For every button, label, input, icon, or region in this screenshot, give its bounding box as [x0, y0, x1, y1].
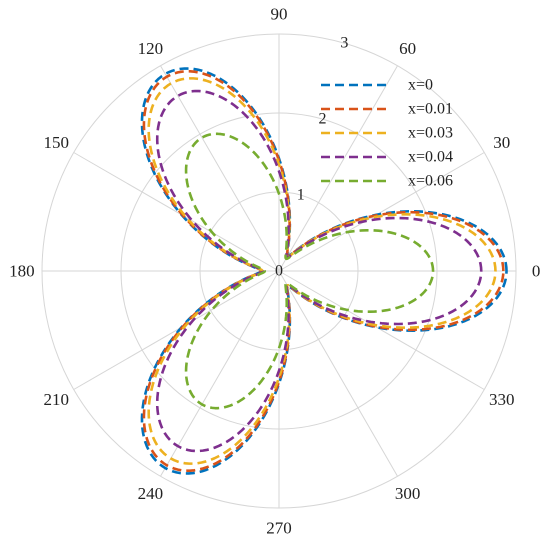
grid-spoke-210 [73, 270, 280, 390]
angle-tick-label: 210 [44, 390, 70, 409]
angle-tick-label: 0 [532, 262, 541, 281]
grid-spoke-30 [278, 152, 485, 272]
angle-tick-label: 270 [266, 519, 292, 538]
radial-tick-label: 0 [275, 263, 283, 280]
grid-spoke-60 [278, 65, 398, 272]
legend-label: x=0.04 [408, 149, 453, 166]
series-line-3 [155, 89, 483, 453]
legend-label: x=0.06 [408, 173, 453, 190]
angle-tick-label: 120 [138, 39, 164, 58]
grid-spoke-150 [73, 152, 280, 272]
polar-grid [41, 33, 517, 509]
radial-tick-label: 2 [319, 111, 327, 128]
legend-label: x=0 [408, 77, 433, 94]
radial-tick-label: 1 [297, 187, 305, 204]
angle-tick-label: 180 [9, 262, 35, 281]
grid-spoke-120 [160, 65, 280, 272]
angle-tick-label: 90 [271, 4, 288, 23]
angle-tick-label: 300 [395, 484, 421, 503]
angle-tick-label: 150 [44, 133, 70, 152]
angle-tick-label: 330 [489, 390, 515, 409]
grid-spoke-240 [160, 270, 280, 477]
legend-label: x=0.01 [408, 101, 453, 118]
angle-tick-label: 240 [138, 484, 164, 503]
series-lines [140, 67, 508, 475]
radial-tick-label: 3 [340, 35, 348, 52]
series-line-4 [184, 132, 435, 410]
angle-tick-label: 60 [399, 39, 416, 58]
angle-tick-label: 30 [493, 133, 510, 152]
grid-spoke-300 [278, 270, 398, 477]
legend-label: x=0.03 [408, 125, 453, 142]
radial-tick-labels: 0 1 2 3 [275, 35, 348, 280]
legend: x=0 x=0.01 x=0.03 x=0.04 x=0.06 [321, 77, 453, 190]
grid-spoke-330 [278, 270, 485, 390]
